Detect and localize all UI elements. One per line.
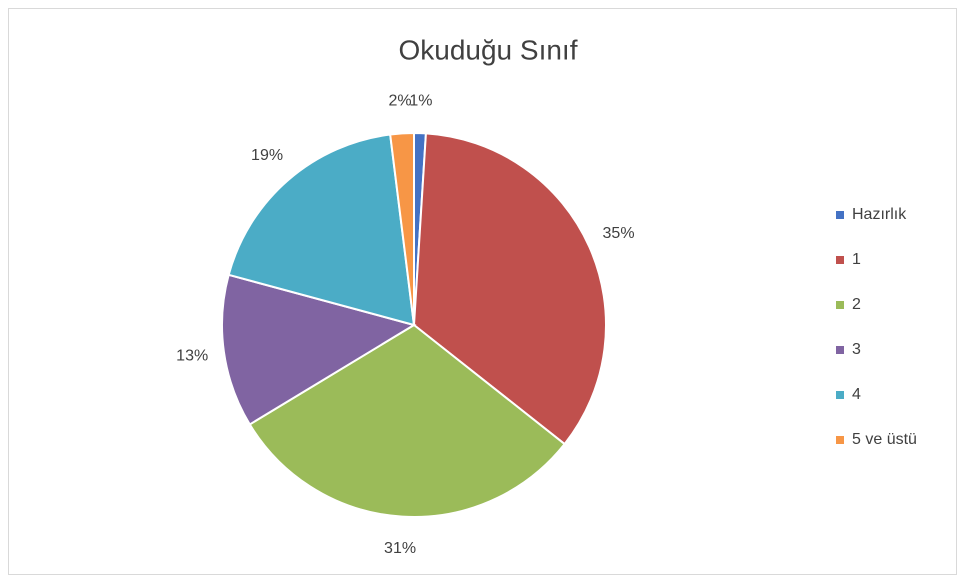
data-label: 1% (409, 92, 432, 109)
legend-label: 2 (852, 296, 861, 313)
legend-swatch (836, 346, 844, 354)
legend-label: 3 (852, 341, 861, 358)
pie-slice (412, 132, 607, 446)
data-label: 13% (176, 347, 208, 364)
data-label: 2% (389, 93, 412, 110)
legend-swatch (836, 256, 844, 264)
legend-label: 1 (852, 251, 861, 268)
legend-label: 5 ve üstü (852, 431, 917, 448)
data-label: 35% (603, 225, 635, 242)
legend-swatch (836, 211, 844, 219)
pie-slice (248, 323, 567, 518)
legend-swatch (836, 391, 844, 399)
data-label: 31% (384, 540, 416, 557)
pie-slice (389, 131, 415, 326)
data-label: 19% (251, 147, 283, 164)
pie-slice (227, 133, 416, 327)
legend-label: Hazırlık (852, 206, 907, 223)
legend-swatch (836, 301, 844, 309)
chart-title: Okuduğu Sınıf (398, 34, 577, 65)
legend-swatch (836, 436, 844, 444)
legend-label: 4 (852, 386, 861, 403)
